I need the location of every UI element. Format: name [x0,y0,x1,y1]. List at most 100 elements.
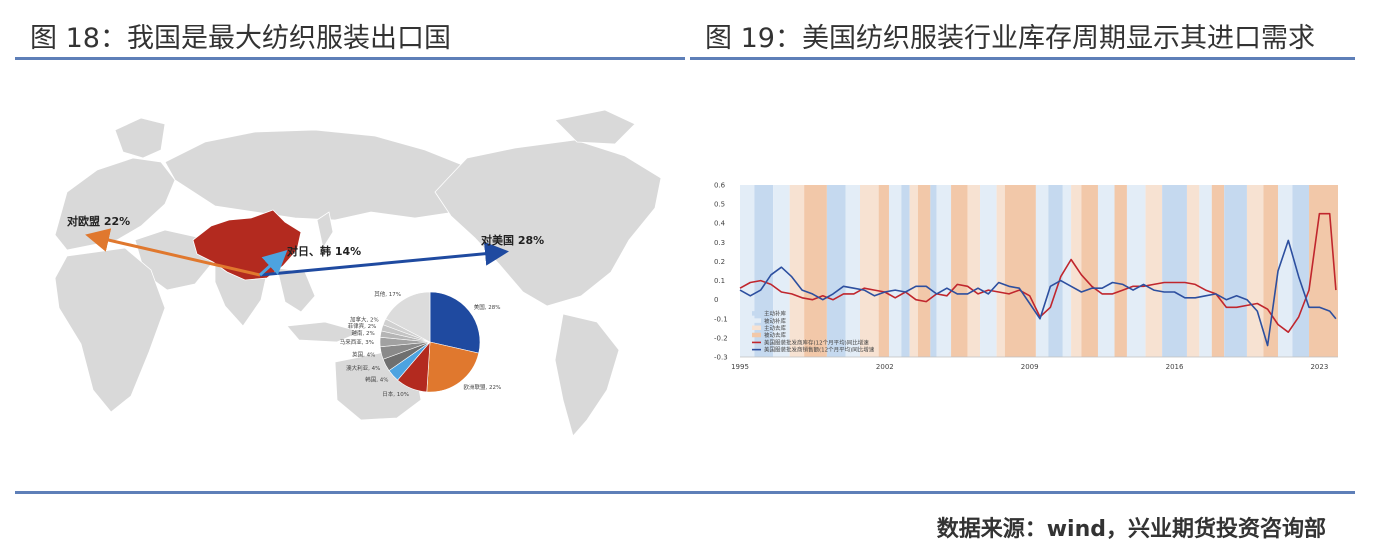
land-africa [54,247,166,413]
pie-slice-label: 菲律宾, 2% [348,322,377,330]
phase-band [1145,185,1163,357]
pie-slice-label: 其他, 17% [374,290,401,298]
legend-label: 被动去库 [764,331,787,339]
x-tick-label: 2002 [876,363,894,371]
x-tick-label: 1995 [731,363,749,371]
phase-band [888,185,902,357]
phase-band [917,185,931,357]
land-greenland [554,109,636,145]
pie-slice-label: 韩国, 4% [365,376,388,384]
phase-band [1199,185,1212,357]
phase-band [1114,185,1127,357]
phase-band [1263,185,1278,357]
world-export-map: 对欧盟 22% 对日、韩 14% 对美国 28% [54,109,662,437]
land-europe [54,157,176,251]
y-tick-label: 0.2 [714,258,725,266]
figure19-title: 图 19：美国纺织服装行业库存周期显示其进口需求 [705,23,1315,54]
legend-label: 被动补库 [764,317,787,325]
y-tick-label: 0 [714,296,718,304]
phase-band [1186,185,1200,357]
arrow-to-europe [85,228,261,277]
y-tick-label: -0.3 [714,354,728,362]
pie-slice [429,291,481,354]
label-europe: 对欧盟 22% [67,214,130,228]
pie-slice-label: 马来西亚, 3% [340,338,374,346]
land-japan [316,211,334,250]
y-tick-label: 0.4 [714,220,726,228]
land-southeast-asia [276,267,316,313]
pie-slice-label: 澳大利亚, 4% [346,364,380,372]
phase-band [804,185,827,357]
export-share-pie-chart: 美国, 28% 欧洲联盟, 22% 日本, 10% 韩国, 4% 澳大利亚, 4% 英国,… [340,290,501,398]
phase-band [845,185,861,357]
phase-band [901,185,910,357]
land-asia-north [164,129,478,221]
bottom-rule [15,491,1355,494]
land-scandinavia [114,117,166,159]
y-tick-label: 0.6 [714,182,726,190]
phase-band [930,185,937,357]
phase-band [1062,185,1072,357]
phase-band [1277,185,1293,357]
phase-band [1004,185,1036,357]
phase-band [1081,185,1098,357]
legend-label: 主动补库 [764,310,787,318]
phase-band [980,185,997,357]
legend-swatch [752,332,761,338]
top-rule-left [15,57,685,60]
y-tick-label: 0.3 [714,239,725,247]
phase-band [740,185,755,357]
pie-slice-label: 日本, 10% [382,390,409,398]
phase-band [1162,185,1187,357]
phase-band [1126,185,1146,357]
pie-slice-label: 欧洲联盟, 22% [463,383,501,391]
phase-band [860,185,879,357]
phase-band [1211,185,1225,357]
x-tick-label: 2016 [1166,363,1184,371]
phase-band [1224,185,1247,357]
legend-label: 美国服装批发商销售额(12个月平均)同比增速 [764,346,875,354]
legend-label: 主动去库 [764,324,787,332]
pie-slice [385,291,431,343]
phase-band [1097,185,1115,357]
land-south-america [554,313,620,437]
pie-slice-label: 英国, 4% [352,350,375,358]
figure18-title: 图 18：我国是最大纺织服装出口国 [30,23,451,54]
top-rule-right [690,57,1355,60]
phase-band [789,185,805,357]
x-tick-label: 2023 [1310,363,1328,371]
y-tick-label: -0.1 [714,315,728,323]
phase-band [878,185,889,357]
label-usa: 对美国 28% [481,233,544,247]
x-tick-label: 2009 [1021,363,1039,371]
phase-band [826,185,846,357]
legend-swatch [752,311,761,316]
phase-band [1246,185,1264,357]
phase-band [909,185,918,357]
phase-band [773,185,790,357]
label-japan-korea: 对日、韩 14% [287,244,361,258]
phase-band [1035,185,1049,357]
phase-band [951,185,968,357]
y-tick-label: 0.1 [714,277,725,285]
y-tick-label: -0.2 [714,334,728,342]
legend-label: 美国服装批发商库存(12个月平均)同比增速 [764,338,869,346]
phase-band [1071,185,1082,357]
pie-slice-label: 美国, 28% [474,303,501,311]
y-tick-label: 0.5 [714,201,725,209]
phase-band [1048,185,1063,357]
land-indonesia [286,321,363,343]
pie-slice-label: 越南, 2% [351,329,374,337]
pie-slice-label: 加拿大, 2% [350,315,379,323]
phase-band [967,185,981,357]
phase-band [936,185,952,357]
legend-swatch [752,318,761,323]
phase-band [1292,185,1310,357]
data-source: 数据来源：wind，兴业期货投资咨询部 [936,517,1326,542]
legend-swatch [752,325,761,331]
arrow-to-usa [259,241,509,277]
phase-band [996,185,1005,357]
land-north-america [434,139,662,307]
sales-growth-line [739,239,1337,347]
